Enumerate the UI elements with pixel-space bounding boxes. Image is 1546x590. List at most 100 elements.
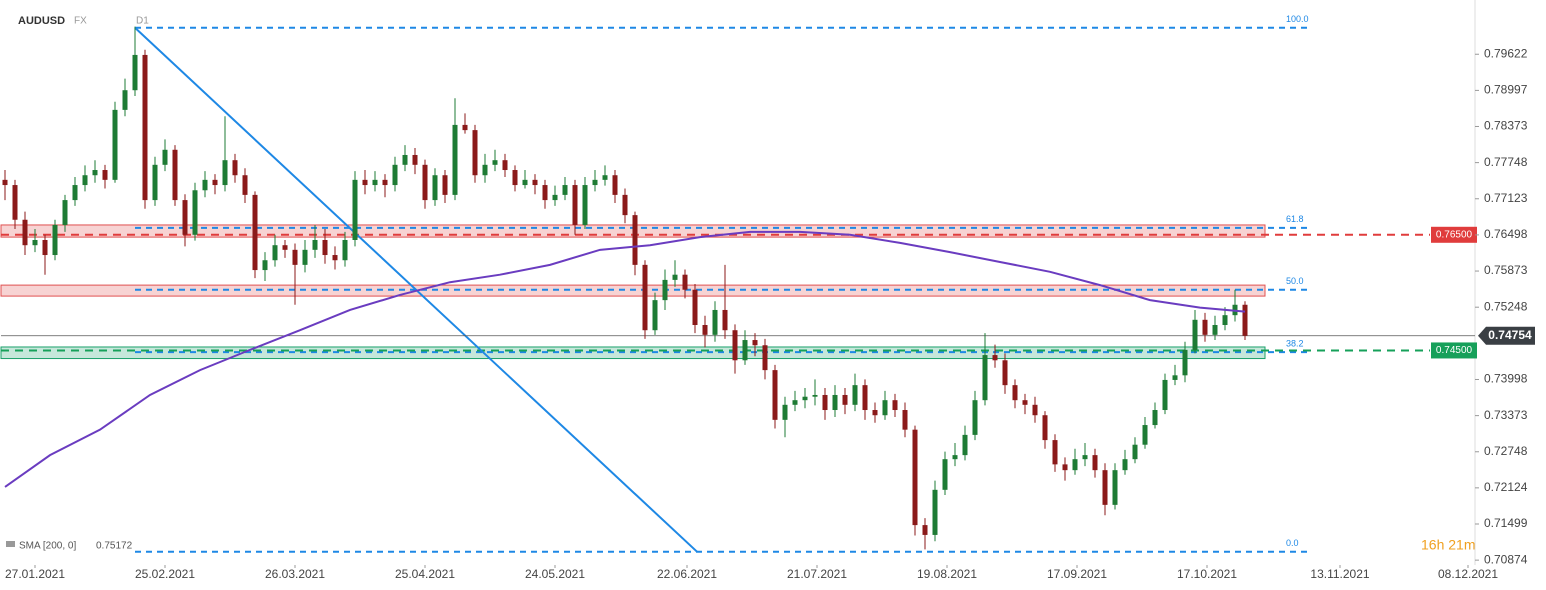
- candle-body: [262, 260, 268, 271]
- x-tick-label: 17.09.2021: [1047, 567, 1107, 581]
- candle-body: [272, 245, 278, 261]
- y-tick-label: 0.77748: [1484, 155, 1528, 169]
- candle-body: [332, 255, 338, 261]
- y-tick-label: 0.78373: [1484, 119, 1528, 133]
- candle-body: [32, 239, 38, 246]
- candle-body: [1142, 425, 1148, 445]
- candle-body: [22, 219, 28, 246]
- x-tick-label: 25.02.2021: [135, 567, 195, 581]
- x-tick-label: 22.06.2021: [657, 567, 717, 581]
- candle-body: [402, 154, 408, 165]
- y-tick-label: 0.77123: [1484, 191, 1528, 205]
- candle-body: [932, 489, 938, 535]
- candle-body: [422, 164, 428, 201]
- candle-body: [492, 160, 498, 165]
- candle-body: [482, 164, 488, 176]
- candle-body: [1172, 375, 1178, 380]
- fib-label: 38.2: [1286, 339, 1304, 349]
- candle-body: [72, 185, 78, 201]
- candle-body: [962, 434, 968, 456]
- candle-body: [62, 200, 68, 225]
- y-tick-label: 0.70874: [1484, 552, 1528, 566]
- candle-body: [982, 355, 988, 401]
- candle-body: [602, 175, 608, 180]
- candle-body: [572, 185, 578, 225]
- candle-body: [282, 245, 288, 250]
- candle-body: [1182, 349, 1188, 376]
- candle-body: [992, 355, 998, 361]
- candle-body: [782, 404, 788, 420]
- y-tick-label: 0.71499: [1484, 516, 1528, 530]
- candle-body: [342, 239, 348, 261]
- candle-body: [312, 239, 318, 250]
- candle-body: [182, 200, 188, 235]
- candle-body: [582, 185, 588, 225]
- market: FX: [74, 16, 87, 27]
- candle-body: [1202, 319, 1208, 335]
- sma-line: [4, 230, 1246, 488]
- candle-body: [1022, 400, 1028, 405]
- candle-body: [1032, 404, 1038, 416]
- candle-body: [742, 340, 748, 361]
- y-tick-label: 0.75248: [1484, 299, 1528, 313]
- candle-body: [552, 194, 558, 201]
- x-tick-label: 24.05.2021: [525, 567, 585, 581]
- candle-body: [862, 385, 868, 411]
- candle-body: [162, 149, 168, 165]
- candle-body: [462, 124, 468, 131]
- candle-body: [512, 170, 518, 186]
- candle-body: [1082, 455, 1088, 460]
- candle-body: [522, 179, 528, 186]
- candle-body: [352, 179, 358, 240]
- candle-body: [622, 194, 628, 216]
- candle-body: [632, 215, 638, 265]
- candle-body: [872, 410, 878, 416]
- candle-body: [322, 239, 328, 256]
- candle-body: [392, 164, 398, 186]
- y-tick-label: 0.78997: [1484, 83, 1528, 97]
- candle-body: [892, 400, 898, 411]
- candle-body: [642, 264, 648, 331]
- candle-body: [812, 394, 818, 397]
- candle-body: [152, 164, 158, 201]
- candle-body: [1122, 459, 1128, 471]
- candle-body: [672, 274, 678, 280]
- candle-body: [172, 149, 178, 201]
- level-label: 0.76500: [1436, 229, 1473, 240]
- symbol-title: AUDUSD: [18, 15, 65, 27]
- candle-body: [1012, 385, 1018, 401]
- candle-body: [532, 179, 538, 186]
- candle-body: [1192, 319, 1198, 350]
- candle-body: [82, 175, 88, 186]
- level-tag: [1431, 342, 1477, 359]
- candle-body: [722, 309, 728, 331]
- candle-body: [942, 459, 948, 490]
- x-tick-label: 19.08.2021: [917, 567, 977, 581]
- candle-body: [372, 179, 378, 186]
- x-tick-label: 17.10.2021: [1177, 567, 1237, 581]
- last-price-label: 0.74754: [1488, 328, 1532, 342]
- candle-body: [1102, 470, 1108, 505]
- y-tick-label: 0.73998: [1484, 372, 1528, 386]
- level-label: 0.74500: [1436, 345, 1473, 356]
- candle-body: [192, 190, 198, 235]
- x-tick-label: 27.01.2021: [5, 567, 65, 581]
- candle-body: [1062, 464, 1068, 471]
- candle-body: [702, 325, 708, 335]
- candle-body: [652, 300, 658, 331]
- candle-body: [952, 455, 958, 460]
- candle-body: [772, 370, 778, 420]
- candle-body: [752, 340, 758, 346]
- candle-body: [1072, 459, 1078, 471]
- candle-body: [832, 394, 838, 411]
- candle-body: [542, 185, 548, 201]
- timeframe: D1: [136, 16, 149, 27]
- y-tick-label: 0.76498: [1484, 227, 1528, 241]
- candle-body: [972, 400, 978, 435]
- candle-body: [132, 54, 138, 91]
- candle-body: [202, 179, 208, 191]
- candle-body: [222, 160, 228, 186]
- candle-body: [2, 179, 8, 186]
